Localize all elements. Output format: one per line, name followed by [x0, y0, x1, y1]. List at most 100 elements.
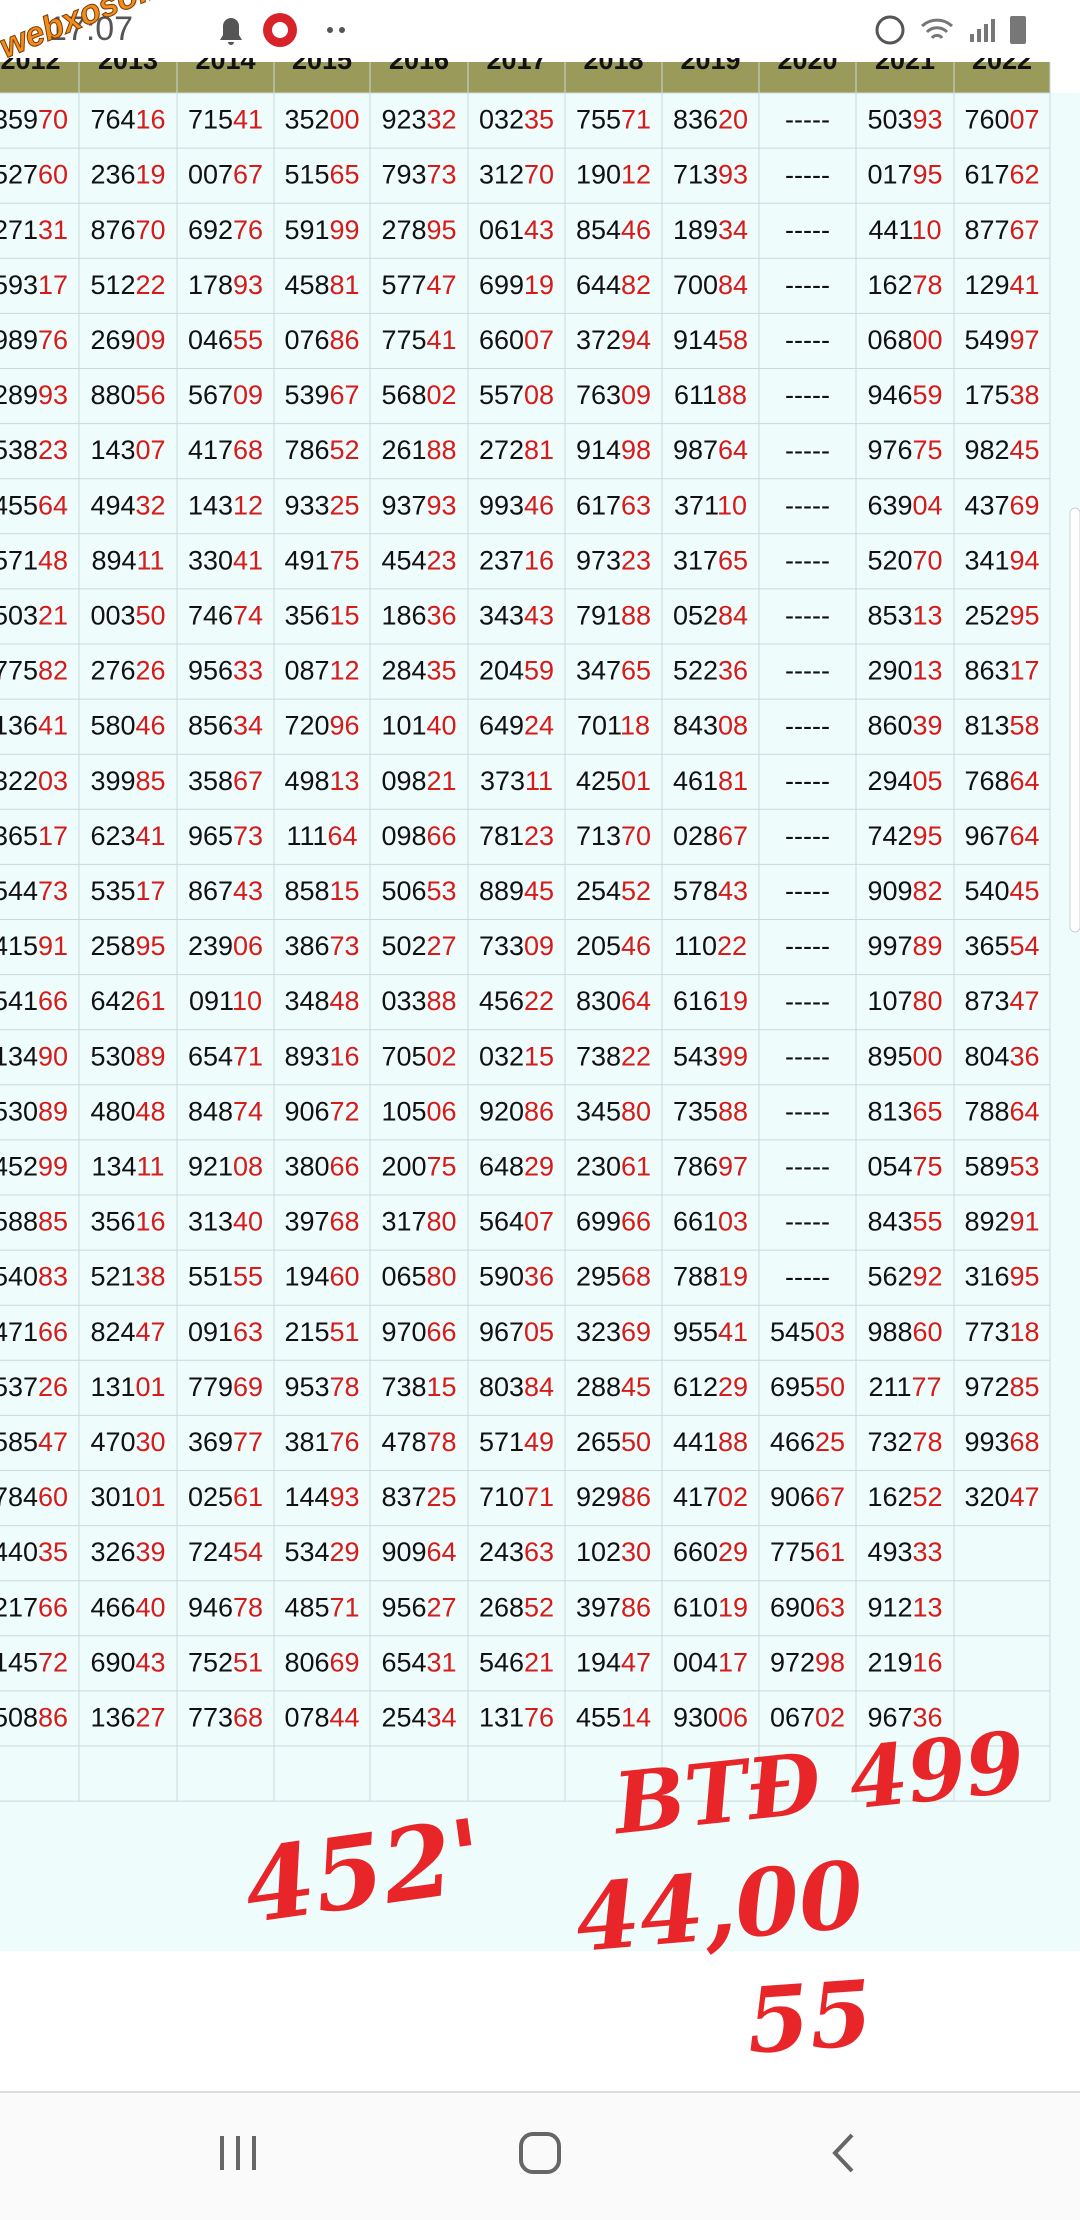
result-cell: 05475	[867, 1152, 942, 1182]
result-cell: 44188	[673, 1427, 748, 1457]
cell-tail: 86	[330, 325, 360, 355]
result-cell: -----	[785, 711, 830, 741]
cell-tail: 55	[913, 1207, 943, 1237]
cell-head: 215	[284, 1317, 329, 1347]
table-header-band	[0, 62, 1050, 93]
recents-button[interactable]	[220, 2136, 256, 2170]
cell-tail: 46	[524, 490, 554, 520]
cell-head: 955	[673, 1317, 718, 1347]
cell-head: 078	[284, 1703, 329, 1733]
result-cell: 69550	[770, 1372, 845, 1402]
result-cell: 98245	[964, 435, 1039, 465]
result-cell: 02561	[188, 1482, 263, 1512]
battery-icon	[1010, 16, 1026, 44]
cell-tail: 88	[717, 380, 747, 410]
result-cell: 16252	[867, 1482, 942, 1512]
result-cell: 61619	[673, 986, 748, 1016]
result-cell: 58885	[0, 1207, 68, 1237]
cell-tail: 59	[913, 380, 943, 410]
cell-tail: 17	[38, 270, 68, 300]
cell-head: 540	[0, 1262, 38, 1292]
result-cell: 97323	[576, 545, 651, 575]
cell-tail: 12	[233, 490, 263, 520]
result-cell: 31270	[479, 160, 554, 190]
cell-head: 544	[0, 876, 38, 906]
result-cell: 59199	[284, 215, 359, 245]
cell-head: 746	[188, 601, 233, 631]
cell-head: 288	[576, 1372, 621, 1402]
cell-tail: 17	[1010, 656, 1040, 686]
result-cell: -----	[785, 656, 830, 686]
result-cell: 85815	[284, 876, 359, 906]
cell-tail: 33	[913, 1537, 943, 1567]
result-cell: 46640	[90, 1592, 165, 1622]
cell-tail: 55	[233, 1262, 263, 1292]
result-cell: 27895	[381, 215, 456, 245]
result-cell: 72454	[188, 1537, 263, 1567]
cell-tail: 36	[524, 1262, 554, 1292]
result-cell: 23716	[479, 545, 554, 575]
cell-head: 760	[964, 105, 1009, 135]
scroll-handle[interactable]	[1069, 507, 1080, 933]
wifi-icon	[920, 18, 954, 40]
cell-head: 219	[867, 1647, 912, 1677]
cell-head: 611	[674, 380, 717, 410]
cell-tail: 66	[38, 986, 68, 1016]
cell-tail: 41	[136, 821, 166, 851]
result-cell: 53089	[0, 1096, 68, 1126]
cell-tail: 09	[233, 380, 263, 410]
result-cell: 96736	[867, 1703, 942, 1733]
result-cell: 28845	[576, 1372, 651, 1402]
result-cell: 25295	[964, 601, 1039, 631]
cell-head: 860	[867, 711, 912, 741]
result-cell: 70502	[381, 1041, 456, 1071]
result-cell: 07844	[284, 1703, 359, 1733]
result-cell: 32639	[90, 1537, 165, 1567]
cell-head: 543	[673, 1041, 718, 1071]
result-cell: 38176	[284, 1427, 359, 1457]
cell-head: 738	[381, 1372, 426, 1402]
result-cell: 04655	[188, 325, 263, 355]
cell-tail: 02	[718, 1482, 748, 1512]
cell-tail: 67	[233, 160, 263, 190]
result-cell: 98860	[867, 1317, 942, 1347]
cell-tail: 17	[38, 821, 68, 851]
cell-tail: 67	[233, 766, 263, 796]
cell-tail: 95	[136, 931, 166, 961]
cell-head: 491	[284, 545, 329, 575]
cell-head: 466	[770, 1427, 815, 1457]
result-cell: 73588	[673, 1096, 748, 1126]
cell-tail: 46	[621, 931, 651, 961]
result-cell: 01795	[867, 160, 942, 190]
cell-head: 564	[479, 1207, 524, 1237]
cell-tail: 73	[233, 821, 263, 851]
cell-head: 781	[479, 821, 524, 851]
cell-tail: 05	[524, 1317, 554, 1347]
cell-tail: 16	[913, 1647, 943, 1677]
cell-tail: 00	[913, 325, 943, 355]
cell-tail: 13	[913, 1592, 943, 1622]
result-cell: 26909	[90, 325, 165, 355]
cell-tail: 46	[621, 215, 651, 245]
cell-tail: 68	[233, 1703, 263, 1733]
cell-head: 143	[90, 435, 135, 465]
cell-head: 993	[479, 490, 524, 520]
cell-tail: 63	[815, 1592, 845, 1622]
cell-tail: 19	[524, 270, 554, 300]
back-button[interactable]	[832, 2133, 854, 2173]
cell-head: 830	[576, 986, 621, 1016]
cell-head: 956	[381, 1592, 426, 1622]
cell-tail: 72	[38, 1647, 68, 1677]
result-cell: 57148	[0, 545, 68, 575]
result-cell: 46181	[673, 766, 748, 796]
home-button[interactable]	[519, 2132, 561, 2174]
result-cell: 84308	[673, 711, 748, 741]
cell-tail: 15	[427, 1372, 457, 1402]
cell-head: 136	[90, 1703, 135, 1733]
cell-head: 895	[867, 1041, 912, 1071]
cell-head: 804	[964, 1041, 1009, 1071]
cell-tail: 03	[38, 766, 68, 796]
cell-head: 791	[576, 601, 621, 631]
result-cell: 46625	[770, 1427, 845, 1457]
result-cell: -----	[785, 490, 830, 520]
